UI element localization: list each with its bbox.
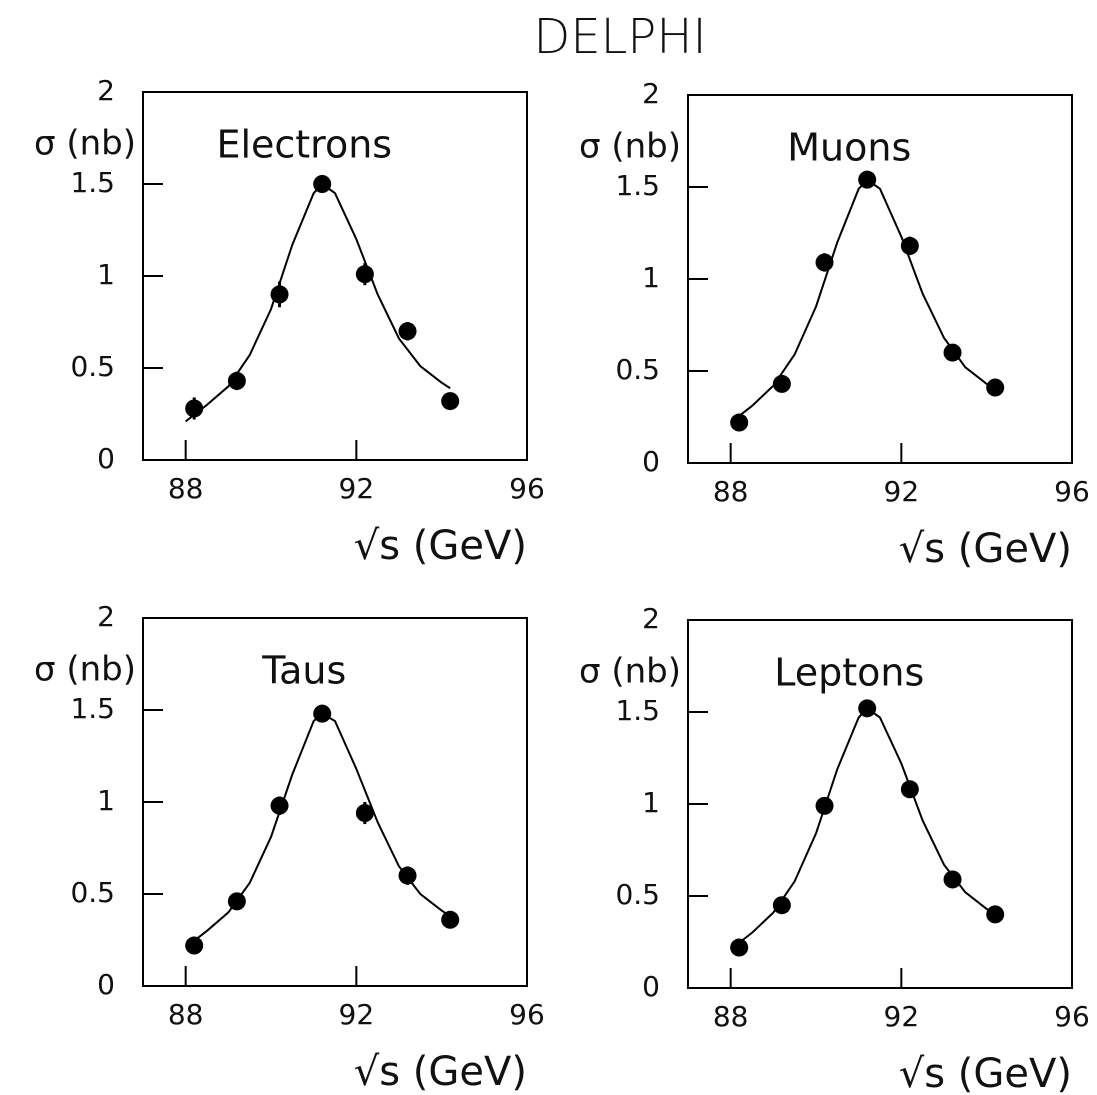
x-tick-label: 88 xyxy=(168,998,204,1031)
data-point xyxy=(986,378,1005,397)
x-tick-label: 92 xyxy=(884,1000,920,1033)
y-axis-label: σ (nb) xyxy=(579,652,681,692)
fit-curve xyxy=(730,706,996,951)
data-point xyxy=(185,936,204,955)
data-point xyxy=(858,170,877,189)
data-point xyxy=(355,804,374,823)
y-tick-label: 0 xyxy=(97,968,115,1001)
panel-title: Electrons xyxy=(216,123,392,167)
x-axis-label: √s (GeV) xyxy=(899,526,1072,572)
y-tick-label: 1.5 xyxy=(70,692,115,725)
y-tick-label: 0 xyxy=(97,442,115,475)
y-tick-label: 2 xyxy=(642,602,660,635)
data-point xyxy=(270,285,289,304)
y-tick-label: 1 xyxy=(642,261,660,294)
data-point xyxy=(355,265,374,284)
data-point xyxy=(772,896,791,915)
data-point xyxy=(900,780,919,799)
y-tick-label: 0.5 xyxy=(70,350,115,383)
data-point xyxy=(441,392,460,411)
x-tick-label: 88 xyxy=(713,475,749,508)
y-tick-label: 2 xyxy=(97,600,115,633)
y-tick-label: 1 xyxy=(642,786,660,819)
data-point xyxy=(313,175,332,193)
data-point xyxy=(858,699,877,718)
panel-title: Leptons xyxy=(774,651,924,695)
data-point xyxy=(227,892,246,911)
y-tick-label: 0.5 xyxy=(70,876,115,909)
y-tick-label: 1.5 xyxy=(615,694,660,727)
data-point xyxy=(441,910,460,929)
x-tick-label: 96 xyxy=(509,998,545,1031)
x-axis-label: √s (GeV) xyxy=(354,523,527,569)
y-tick-label: 0.5 xyxy=(615,878,660,911)
data-point xyxy=(730,938,749,957)
data-point xyxy=(270,796,289,815)
y-tick-label: 2 xyxy=(97,74,115,107)
x-axis-label: √s (GeV) xyxy=(899,1051,1072,1095)
y-axis-label: σ (nb) xyxy=(34,650,136,690)
data-point xyxy=(900,236,919,255)
y-tick-label: 1 xyxy=(97,258,115,291)
data-point xyxy=(986,905,1005,924)
y-tick-label: 1 xyxy=(97,784,115,817)
y-axis-label: σ (nb) xyxy=(34,124,136,164)
data-point xyxy=(398,866,417,885)
data-point xyxy=(730,413,749,432)
fit-curve xyxy=(185,712,451,949)
data-point xyxy=(943,870,962,889)
x-axis-label: √s (GeV) xyxy=(354,1049,527,1095)
fit-curve xyxy=(730,178,996,424)
data-point xyxy=(398,322,417,341)
figure-title: DELPHI xyxy=(533,9,706,65)
data-point xyxy=(943,343,962,362)
x-tick-label: 88 xyxy=(713,1000,749,1033)
y-tick-label: 0 xyxy=(642,970,660,1003)
x-tick-label: 92 xyxy=(339,472,375,505)
y-tick-label: 1.5 xyxy=(615,169,660,202)
x-tick-label: 88 xyxy=(168,472,204,505)
y-tick-label: 2 xyxy=(642,77,660,110)
y-tick-label: 0 xyxy=(642,445,660,478)
x-tick-label: 96 xyxy=(1054,475,1090,508)
data-point xyxy=(313,704,332,723)
panel-title: Muons xyxy=(787,126,911,170)
x-tick-label: 96 xyxy=(1054,1000,1090,1033)
data-point xyxy=(227,371,246,390)
y-axis-label: σ (nb) xyxy=(579,127,681,167)
data-point xyxy=(772,374,791,393)
y-tick-label: 1.5 xyxy=(70,166,115,199)
x-tick-label: 96 xyxy=(509,472,545,505)
panel-title: Taus xyxy=(261,649,346,693)
data-point xyxy=(815,253,834,272)
x-tick-label: 92 xyxy=(884,475,920,508)
data-point xyxy=(815,796,834,815)
y-tick-label: 0.5 xyxy=(615,353,660,386)
fit-curve xyxy=(185,182,451,423)
data-point xyxy=(185,399,204,418)
x-tick-label: 92 xyxy=(339,998,375,1031)
